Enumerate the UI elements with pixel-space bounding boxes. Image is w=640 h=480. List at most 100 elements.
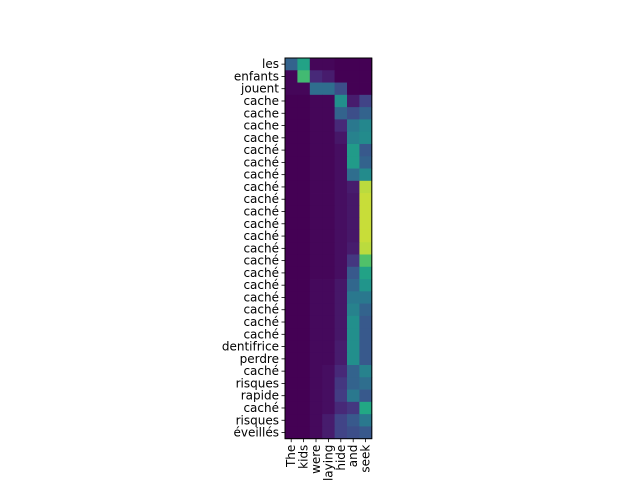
heatmap-cell [359, 82, 373, 96]
y-tick-label: dentifrice [222, 340, 279, 354]
y-tick-label: éveillés [233, 426, 279, 440]
heatmap-cell [309, 291, 323, 304]
heatmap-cell [347, 365, 360, 378]
heatmap-cell [297, 389, 311, 403]
heatmap-cell [334, 254, 348, 268]
y-tick-label: caché [243, 205, 279, 219]
y-tick-label: caché [243, 143, 279, 157]
heatmap-cell [334, 131, 348, 145]
heatmap-cell [322, 193, 335, 206]
heatmap-cell [285, 426, 298, 440]
heatmap-cell [359, 217, 373, 231]
heatmap-cell [334, 143, 348, 157]
y-tick-label: caché [243, 217, 279, 231]
heatmap-cell [322, 377, 335, 390]
heatmap-cell [285, 94, 298, 108]
heatmap-cell [309, 315, 323, 329]
heatmap-cell [347, 217, 360, 231]
heatmap-cell [297, 119, 311, 133]
heatmap-cell [322, 168, 335, 182]
heatmap-cell [285, 389, 298, 403]
heatmap-cell [347, 377, 360, 390]
heatmap-cell [322, 279, 335, 292]
heatmap-cell [297, 414, 311, 427]
heatmap-cell [285, 242, 298, 255]
y-tick-label: cache [243, 131, 279, 145]
y-tick-label: caché [243, 155, 279, 169]
heatmap-cell [359, 266, 373, 280]
heatmap-cell [297, 107, 311, 120]
heatmap-cell [359, 143, 373, 157]
heatmap-cell [359, 401, 373, 415]
heatmap-cell [285, 70, 298, 83]
heatmap-cell [322, 291, 335, 304]
y-tick-label: caché [243, 290, 279, 304]
heatmap-cell [347, 352, 360, 366]
y-tick-label: risques [236, 413, 279, 427]
heatmap-cell [285, 266, 298, 280]
heatmap-cell [285, 107, 298, 120]
heatmap-cell [309, 377, 323, 390]
heatmap-cell [334, 180, 348, 194]
heatmap-cell [322, 254, 335, 268]
heatmap-cell [347, 131, 360, 145]
heatmap-cell [359, 156, 373, 169]
heatmap-cell [359, 291, 373, 304]
heatmap-cell [359, 426, 373, 440]
heatmap-cell [322, 365, 335, 378]
x-tick-label: The [284, 445, 298, 468]
heatmap-cell [359, 352, 373, 366]
heatmap-cell [285, 119, 298, 133]
heatmap-cell [347, 266, 360, 280]
heatmap-cell [322, 82, 335, 96]
heatmap-cell [285, 156, 298, 169]
y-tick-label: enfants [234, 69, 279, 83]
heatmap-cell [285, 365, 298, 378]
heatmap-cell [347, 426, 360, 440]
heatmap-cell [334, 414, 348, 427]
heatmap-cell [309, 426, 323, 440]
heatmap-cell [322, 414, 335, 427]
heatmap-cell [359, 193, 373, 206]
heatmap-cell [334, 156, 348, 169]
heatmap-cell [309, 328, 323, 341]
heatmap-cell [297, 254, 311, 268]
heatmap-cell [359, 279, 373, 292]
heatmap-cell [297, 143, 311, 157]
x-tick-label: seek [359, 445, 373, 473]
heatmap-cell [297, 205, 311, 219]
heatmap-cell [334, 266, 348, 280]
heatmap-cell [359, 365, 373, 378]
heatmap-cell [309, 414, 323, 427]
x-tick-label: were [309, 445, 323, 474]
heatmap-cell [297, 217, 311, 231]
y-tick-label: les [262, 57, 279, 71]
heatmap-cell [309, 156, 323, 169]
heatmap-cell [285, 254, 298, 268]
heatmap-cell [347, 107, 360, 120]
heatmap-cell [309, 389, 323, 403]
heatmap-cell [334, 279, 348, 292]
y-tick-label: cache [243, 106, 279, 120]
heatmap-cell [285, 193, 298, 206]
heatmap-cell [297, 279, 311, 292]
heatmap-cell [285, 279, 298, 292]
y-axis-ticks: lesenfantsjouentcachecachecachecachecach… [222, 57, 285, 440]
heatmap-cell [322, 352, 335, 366]
heatmap-cell [322, 242, 335, 255]
heatmap-cell [322, 303, 335, 317]
heatmap-cell [359, 94, 373, 108]
heatmap-cell [297, 340, 311, 354]
heatmap-cell [309, 168, 323, 182]
y-tick-label: caché [243, 364, 279, 378]
heatmap-cell [334, 291, 348, 304]
heatmap-cell [309, 70, 323, 83]
heatmap-cell [297, 426, 311, 440]
heatmap-cell [347, 389, 360, 403]
heatmap-cell [334, 205, 348, 219]
heatmap-cell [322, 180, 335, 194]
heatmap-cell [309, 401, 323, 415]
heatmap-cell [285, 315, 298, 329]
heatmap-cell [347, 291, 360, 304]
